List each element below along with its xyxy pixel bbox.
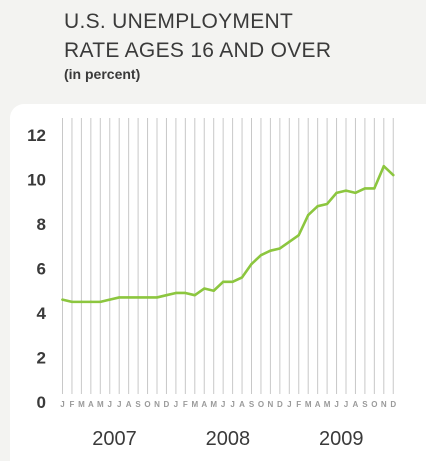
x-tick-label: D <box>390 400 396 409</box>
data-point <box>307 213 310 217</box>
data-point <box>136 296 140 299</box>
x-tick-label: J <box>230 400 234 409</box>
data-point <box>269 249 272 252</box>
y-tick-label: 12 <box>27 126 46 145</box>
x-tick-label: N <box>381 400 387 409</box>
data-point <box>297 233 300 237</box>
data-point <box>165 294 168 297</box>
x-tick-label: J <box>221 400 225 409</box>
x-tick-label: O <box>258 400 264 409</box>
x-tick-label: F <box>296 400 301 409</box>
data-point <box>316 205 319 208</box>
data-point <box>212 289 215 292</box>
series-line <box>61 164 395 304</box>
x-tick-label: J <box>108 400 112 409</box>
x-axis-year-labels: 2007 2008 2009 <box>92 428 363 450</box>
data-point <box>174 291 178 295</box>
data-point <box>259 253 263 257</box>
series-group <box>61 164 395 304</box>
data-point <box>382 164 385 168</box>
x-tick-label: A <box>239 400 245 409</box>
chart-subtitle: (in percent) <box>64 66 141 82</box>
y-tick-label: 8 <box>37 215 46 234</box>
x-tick-label: A <box>315 400 321 409</box>
data-point <box>118 296 121 299</box>
y-axis-labels: 0 2 4 6 8 10 12 <box>27 126 46 412</box>
x-tick-label: A <box>353 400 359 409</box>
data-point <box>325 202 329 206</box>
y-tick-label: 10 <box>27 171 46 190</box>
y-tick-label: 2 <box>37 349 46 368</box>
y-tick-label: 4 <box>37 304 47 323</box>
x-tick-label: S <box>362 400 368 409</box>
x-tick-label: J <box>117 400 121 409</box>
x-tick-label: A <box>201 400 207 409</box>
year-label: 2008 <box>206 428 251 450</box>
year-label: 2007 <box>92 428 137 450</box>
data-point <box>155 296 159 299</box>
x-tick-label: M <box>210 400 217 409</box>
y-tick-label: 0 <box>37 393 46 412</box>
data-point <box>278 247 282 250</box>
data-point <box>61 298 64 301</box>
x-tick-label: S <box>249 400 255 409</box>
data-point <box>184 291 187 295</box>
data-point <box>99 300 102 304</box>
x-tick-label: N <box>154 400 160 409</box>
x-tick-label: N <box>268 400 274 409</box>
data-point <box>363 187 367 190</box>
grid-lines <box>62 118 394 394</box>
x-tick-label: J <box>287 400 291 409</box>
chart-title-line-1: U.S. UNEMPLOYMENT <box>64 10 294 33</box>
x-tick-label: D <box>164 400 170 409</box>
data-point <box>89 300 93 304</box>
x-tick-label: J <box>344 400 348 409</box>
data-point <box>193 294 196 297</box>
x-tick-label: O <box>144 400 150 409</box>
x-tick-label: A <box>126 400 132 409</box>
x-tick-label: M <box>191 400 198 409</box>
data-point <box>127 296 130 299</box>
x-tick-label: M <box>97 400 104 409</box>
x-tick-label: S <box>135 400 141 409</box>
data-point <box>80 300 83 304</box>
data-point <box>344 189 348 192</box>
data-point <box>221 280 225 284</box>
data-point <box>231 280 234 284</box>
year-label: 2009 <box>319 428 364 450</box>
x-tick-label: M <box>305 400 312 409</box>
x-tick-label: J <box>60 400 64 409</box>
chart-panel <box>10 104 426 461</box>
data-point <box>203 287 206 290</box>
x-tick-label: O <box>371 400 377 409</box>
data-point <box>70 300 74 304</box>
chart-title-line-2: RATE AGES 16 AND OVER <box>64 39 332 62</box>
x-tick-label: M <box>78 400 85 409</box>
data-point <box>146 296 149 299</box>
data-point <box>250 262 253 266</box>
x-tick-label: J <box>334 400 338 409</box>
data-point <box>335 191 338 195</box>
x-tick-label: D <box>277 400 283 409</box>
data-point <box>288 240 291 243</box>
data-point <box>108 298 111 301</box>
x-tick-label: M <box>324 400 331 409</box>
data-point <box>392 173 395 177</box>
y-tick-label: 6 <box>37 260 46 279</box>
data-point <box>373 187 376 190</box>
x-tick-label: A <box>88 400 94 409</box>
chart-title: U.S. UNEMPLOYMENT RATE AGES 16 AND OVER <box>64 7 331 65</box>
x-tick-label: J <box>174 400 178 409</box>
data-point <box>240 276 244 279</box>
x-tick-label: F <box>70 400 75 409</box>
data-point <box>354 191 357 195</box>
x-tick-label: F <box>183 400 188 409</box>
